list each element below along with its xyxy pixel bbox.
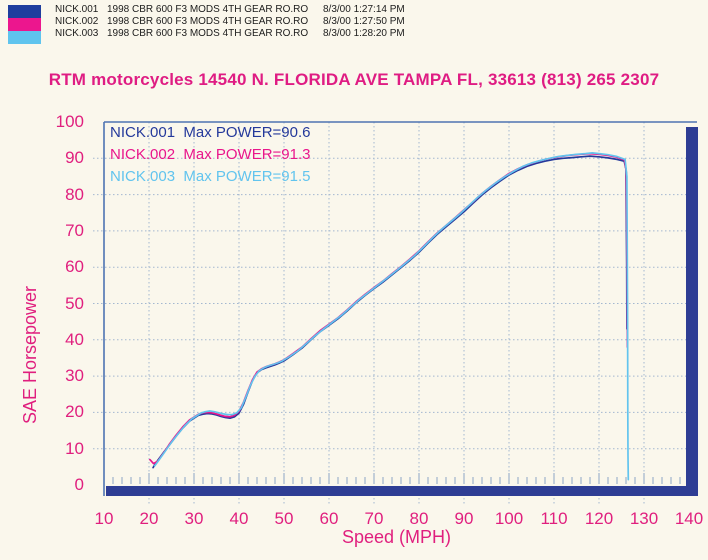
x-tick-label: 80 [409, 509, 429, 528]
x-tick-label: 70 [364, 509, 384, 528]
run-description: 1998 CBR 600 F3 MODS 4TH GEAR RO.RO [107, 28, 309, 39]
x-axis-label: Speed (MPH) [341, 527, 452, 547]
y-axis-label: SAE Horsepower [20, 285, 40, 425]
y-tick-label: 20 [65, 402, 84, 422]
y-tick-label: 90 [65, 148, 84, 168]
run-timestamp: 8/3/00 1:28:20 PM [323, 28, 405, 39]
legend-entry: NICK.001 Max POWER=90.6 [110, 124, 311, 141]
y-tick-label: 0 [74, 475, 84, 494]
run-name: NICK.002 [55, 16, 99, 27]
dyno-curve-NICK.001 [152, 155, 628, 469]
run-color-band [8, 18, 41, 31]
run-timestamp: 8/3/00 1:27:14 PM [323, 4, 405, 15]
x-tick-label: 130 [629, 509, 659, 528]
chart-legend: NICK.001 Max POWER=90.6 NICK.002 Max POWE… [110, 122, 311, 188]
x-tick-label: 20 [139, 509, 159, 528]
run-description: 1998 CBR 600 F3 MODS 4TH GEAR RO.RO [107, 4, 309, 15]
run-description: 1998 CBR 600 F3 MODS 4TH GEAR RO.RO [107, 16, 309, 27]
legend-entry: NICK.003 Max POWER=91.5 [110, 168, 311, 185]
x-tick-label: 30 [184, 509, 204, 528]
run-name: NICK.003 [55, 28, 99, 39]
y-tick-label: 50 [65, 293, 84, 313]
x-tick-label: 50 [274, 509, 294, 528]
page-title: RTM motorcycles 14540 N. FLORIDA AVE TAM… [48, 70, 660, 89]
x-tick-label: 140 [674, 509, 704, 528]
run-color-band [8, 31, 41, 44]
y-tick-label: 30 [65, 366, 84, 386]
y-tick-label: 80 [65, 184, 84, 204]
y-tick-label: 60 [65, 257, 84, 277]
x-tick-label: 60 [319, 509, 339, 528]
run-timestamp: 8/3/00 1:27:50 PM [323, 16, 405, 27]
y-tick-label: 40 [65, 329, 84, 349]
x-tick-label: 10 [94, 509, 114, 528]
x-tick-label: 100 [494, 509, 524, 528]
y-axis-bar [686, 127, 698, 496]
x-axis-bar [106, 486, 698, 496]
dyno-curve-NICK.003 [153, 152, 630, 481]
y-tick-label: 10 [65, 438, 84, 458]
x-tick-label: 120 [584, 509, 614, 528]
x-tick-label: 40 [229, 509, 249, 528]
x-tick-label: 90 [454, 509, 474, 528]
run-color-swatch [8, 5, 41, 44]
x-tick-label: 110 [540, 509, 568, 528]
run-color-band [8, 5, 41, 18]
legend-entry: NICK.002 Max POWER=91.3 [110, 146, 311, 163]
y-tick-label: 70 [65, 220, 84, 240]
run-name: NICK.001 [55, 4, 99, 15]
y-tick-label: 100 [55, 112, 84, 131]
